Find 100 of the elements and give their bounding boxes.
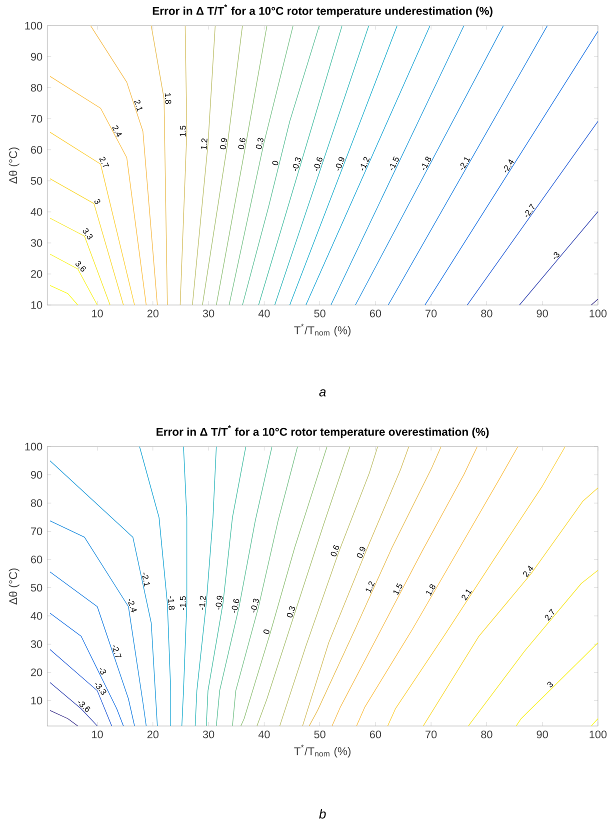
text: 0 bbox=[263, 630, 270, 634]
x-tick-label: 70 bbox=[425, 730, 437, 738]
line-series bbox=[422, 488, 598, 726]
line-series bbox=[240, 446, 328, 726]
y-tick-label: 90 bbox=[30, 471, 42, 479]
x-tick-label: 80 bbox=[480, 310, 492, 318]
x-tick-label: 50 bbox=[314, 730, 326, 738]
x-tick-label: 100 bbox=[590, 730, 606, 738]
text: 0 bbox=[272, 160, 278, 166]
y-axis-title: Δθ (°C) bbox=[8, 568, 20, 605]
text: -3 bbox=[100, 668, 106, 675]
line-series bbox=[49, 76, 146, 306]
line-series bbox=[387, 446, 566, 726]
y-tick-label: 30 bbox=[30, 239, 42, 247]
chart-title: Error in Δ T/T$^{*}$ for a 10°C rotor temperature underestimation (%) bbox=[152, 4, 492, 18]
text: 2.7 bbox=[98, 156, 109, 167]
text: -1.8 bbox=[168, 596, 174, 610]
text: -0.9 bbox=[336, 157, 344, 171]
text: 1.2 bbox=[366, 581, 375, 593]
x-axis-title: T$^{*}$/T$_{nom}$ (%) bbox=[294, 744, 350, 758]
text: -0.3 bbox=[251, 598, 259, 613]
y-tick-label: 10 bbox=[31, 301, 42, 309]
y-tick-label: 100 bbox=[25, 442, 42, 450]
line-series bbox=[49, 460, 158, 726]
text: -3 bbox=[554, 252, 560, 259]
text: 3 bbox=[94, 198, 100, 204]
x-tick-label: 50 bbox=[314, 310, 326, 318]
text: 0.3 bbox=[256, 138, 264, 149]
x-tick-label: 60 bbox=[370, 730, 381, 738]
x-tick-label: 70 bbox=[425, 310, 437, 318]
y-tick-label: 50 bbox=[30, 584, 42, 592]
text: 2.7 bbox=[544, 608, 554, 621]
y-axis-title: Δθ (°C) bbox=[8, 148, 20, 184]
y-tick-label: 60 bbox=[30, 556, 42, 564]
x-tick-label: 10 bbox=[92, 310, 103, 318]
text: 1.2 bbox=[200, 138, 208, 150]
text: 1.8 bbox=[426, 584, 436, 596]
text: -2.4 bbox=[128, 598, 137, 612]
line-series bbox=[516, 642, 598, 726]
text: -3.3 bbox=[95, 683, 106, 695]
x-tick-label: 100 bbox=[590, 310, 606, 318]
text: -2.1 bbox=[460, 157, 470, 170]
y-tick-label: 30 bbox=[30, 640, 42, 648]
y-tick-label: 10 bbox=[31, 696, 42, 704]
line-series bbox=[216, 446, 272, 726]
chart-title: Error in Δ T/T$^{*}$ for a 10°C rotor temperature overestimation (%) bbox=[156, 425, 489, 438]
y-tick-label: 20 bbox=[30, 270, 42, 278]
text: 1.5 bbox=[393, 583, 402, 596]
text: 3.6 bbox=[75, 261, 86, 272]
y-tick-label: 40 bbox=[30, 208, 42, 216]
x-axis-title: T$^{*}$/T$_{nom}$ (%) bbox=[294, 324, 350, 337]
text: -0.6 bbox=[314, 157, 322, 171]
y-tick-label: 20 bbox=[30, 668, 42, 676]
text: 0.6 bbox=[238, 138, 246, 150]
x-tick-label: 30 bbox=[202, 310, 214, 318]
text: -2.1 bbox=[142, 572, 150, 587]
text: -1.5 bbox=[180, 596, 186, 610]
text: 0.9 bbox=[220, 138, 227, 150]
text: a bbox=[319, 389, 326, 396]
y-tick-label: 100 bbox=[25, 22, 42, 30]
line-series bbox=[302, 446, 409, 726]
text: b bbox=[318, 808, 326, 819]
y-tick-label: 50 bbox=[30, 177, 42, 185]
x-tick-label: 40 bbox=[258, 730, 270, 738]
y-tick-label: 60 bbox=[30, 146, 42, 154]
text: -3.6 bbox=[78, 701, 90, 712]
y-tick-label: 80 bbox=[30, 499, 42, 507]
line-series bbox=[206, 446, 246, 726]
x-tick-label: 10 bbox=[92, 730, 103, 738]
x-tick-label: 90 bbox=[536, 730, 548, 738]
line-series bbox=[332, 446, 478, 726]
text: 3.3 bbox=[82, 228, 92, 240]
x-tick-label: 90 bbox=[536, 310, 548, 318]
y-tick-label: 70 bbox=[30, 527, 42, 536]
text: -1.5 bbox=[390, 156, 399, 170]
text: 2.1 bbox=[134, 100, 142, 112]
text: 3 bbox=[547, 682, 553, 688]
text: 0.6 bbox=[330, 545, 339, 556]
x-tick-label: 80 bbox=[480, 730, 492, 738]
text: -2.4 bbox=[504, 159, 514, 172]
line-series bbox=[308, 446, 442, 726]
text: -0.6 bbox=[232, 598, 239, 613]
y-tick-label: 40 bbox=[30, 612, 42, 620]
x-tick-label: 30 bbox=[202, 730, 214, 738]
text: 0.3 bbox=[286, 606, 295, 618]
text: -1.2 bbox=[199, 596, 206, 610]
y-tick-label: 90 bbox=[30, 52, 42, 61]
line-series bbox=[49, 612, 124, 726]
text: -2.7 bbox=[112, 645, 122, 658]
line-series bbox=[232, 446, 298, 726]
line-series bbox=[279, 446, 378, 726]
x-tick-label: 60 bbox=[370, 310, 381, 318]
text: 1.8 bbox=[164, 93, 172, 104]
y-tick-label: 80 bbox=[30, 84, 42, 92]
text: -1.2 bbox=[360, 156, 370, 170]
y-tick-label: 70 bbox=[30, 114, 42, 123]
x-tick-label: 20 bbox=[147, 730, 158, 738]
text: 0.9 bbox=[356, 546, 366, 558]
text: -2.7 bbox=[525, 204, 534, 218]
text: 1.5 bbox=[180, 126, 186, 136]
